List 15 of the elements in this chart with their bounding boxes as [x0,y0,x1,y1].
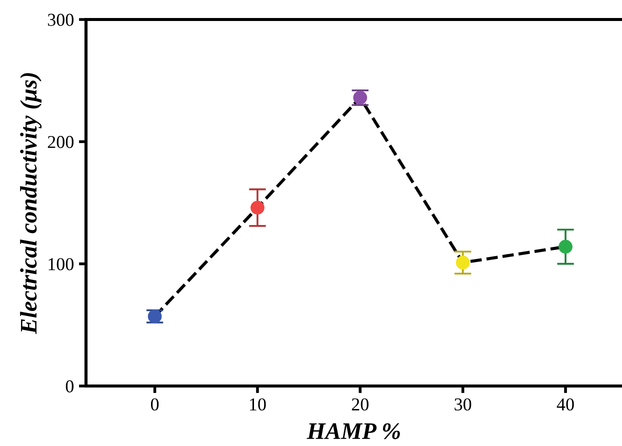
point [250,200,264,215]
point [558,240,572,254]
x-tick-label: 40 [556,398,574,411]
x-tick-label: 0 [150,398,159,411]
y-tick-label: 100 [48,258,74,270]
x-tick-label: 20 [352,398,368,411]
point [148,309,162,324]
point [456,256,470,270]
y-tick-label: 200 [48,136,74,148]
y-axis-title: Electrical conductivity (μs) [20,73,42,334]
x-tick-label: 30 [454,398,472,411]
y-tick-label: 300 [48,14,74,26]
x-tick-label: 10 [250,398,266,411]
x-axis-title: HAMP % [306,423,400,440]
y-tick-label: 0 [66,380,74,392]
